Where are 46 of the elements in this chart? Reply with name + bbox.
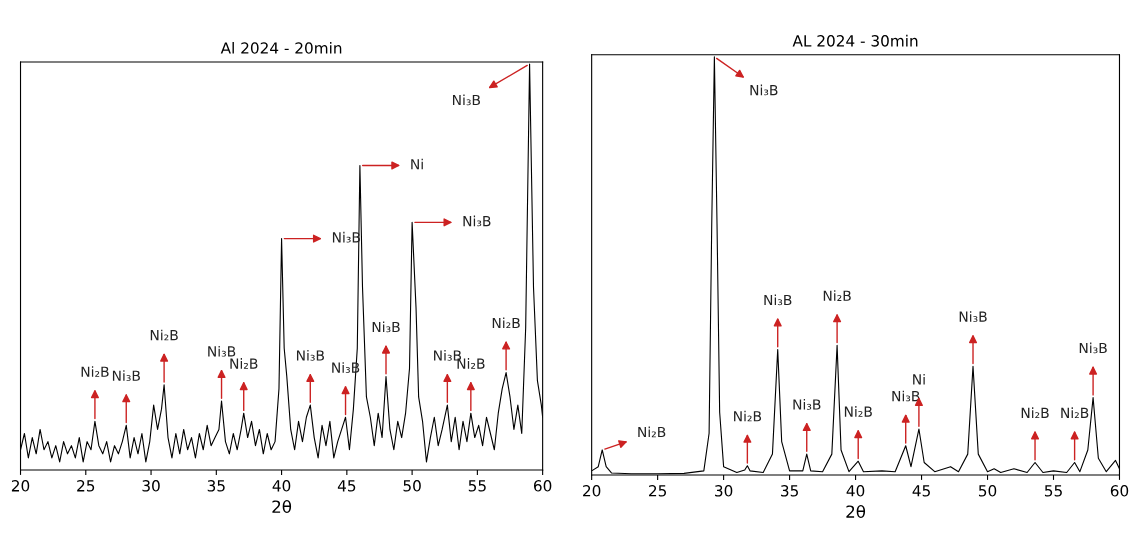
- x-tick-label: 35: [781, 485, 798, 497]
- annotation: Ni₂B: [81, 366, 109, 377]
- annotation: Ni₃B: [892, 390, 920, 402]
- annotation: Ni₂B: [1061, 407, 1089, 418]
- x-axis-title: 2θ: [272, 499, 292, 513]
- x-tick-label: 20: [11, 480, 30, 492]
- annotation: Ni₃B: [750, 84, 778, 96]
- annotation: Ni₃B: [959, 311, 987, 322]
- chart-title: AL 2024 - 30min: [792, 34, 918, 47]
- annotation: Ni₂B: [230, 358, 258, 369]
- x-tick-label: 30: [715, 485, 733, 497]
- annotation: Ni: [411, 158, 423, 170]
- x-tick-label: 25: [649, 485, 667, 497]
- annotation: Ni₃B: [463, 215, 491, 227]
- x-tick-label: 55: [468, 480, 486, 492]
- x-axis-title: 2θ: [846, 504, 866, 518]
- x-tick-label: 40: [846, 485, 865, 497]
- annotation: Ni₃B: [452, 94, 480, 106]
- chart-title: Al 2024 - 20min: [220, 41, 342, 54]
- annotation: Ni₂B: [1021, 407, 1049, 418]
- x-tick-label: 40: [272, 480, 291, 492]
- annotation: Ni₂B: [844, 406, 872, 417]
- annotation: Ni₃B: [208, 345, 236, 357]
- x-tick-label: 25: [77, 480, 95, 492]
- annotation: Ni₃B: [296, 349, 324, 361]
- annotation: Ni₂B: [638, 426, 666, 438]
- annotation: Ni₂B: [150, 329, 178, 341]
- x-tick-label: 45: [337, 480, 356, 492]
- annotation: Ni₂B: [823, 290, 851, 301]
- annotation: Ni₃B: [1079, 342, 1107, 354]
- annotation: Ni₃B: [793, 399, 821, 410]
- x-tick-label: 50: [403, 480, 421, 492]
- annotation: Ni₃B: [372, 321, 400, 333]
- x-tick-label: 55: [1044, 485, 1062, 497]
- annotation: Ni₃B: [112, 370, 140, 381]
- annotation: Ni₂B: [492, 317, 520, 329]
- annotation: Ni₂B: [734, 410, 762, 422]
- annotation: Ni₃B: [764, 294, 792, 306]
- x-tick-label: 30: [142, 480, 160, 492]
- x-tick-label: 20: [583, 485, 601, 497]
- x-tick-label: 60: [533, 480, 552, 492]
- x-tick-label: 45: [912, 485, 930, 497]
- x-tick-label: 35: [207, 480, 225, 492]
- x-tick-label: 50: [978, 485, 997, 497]
- annotation: Ni: [913, 373, 925, 385]
- x-tick-label: 60: [1110, 485, 1129, 497]
